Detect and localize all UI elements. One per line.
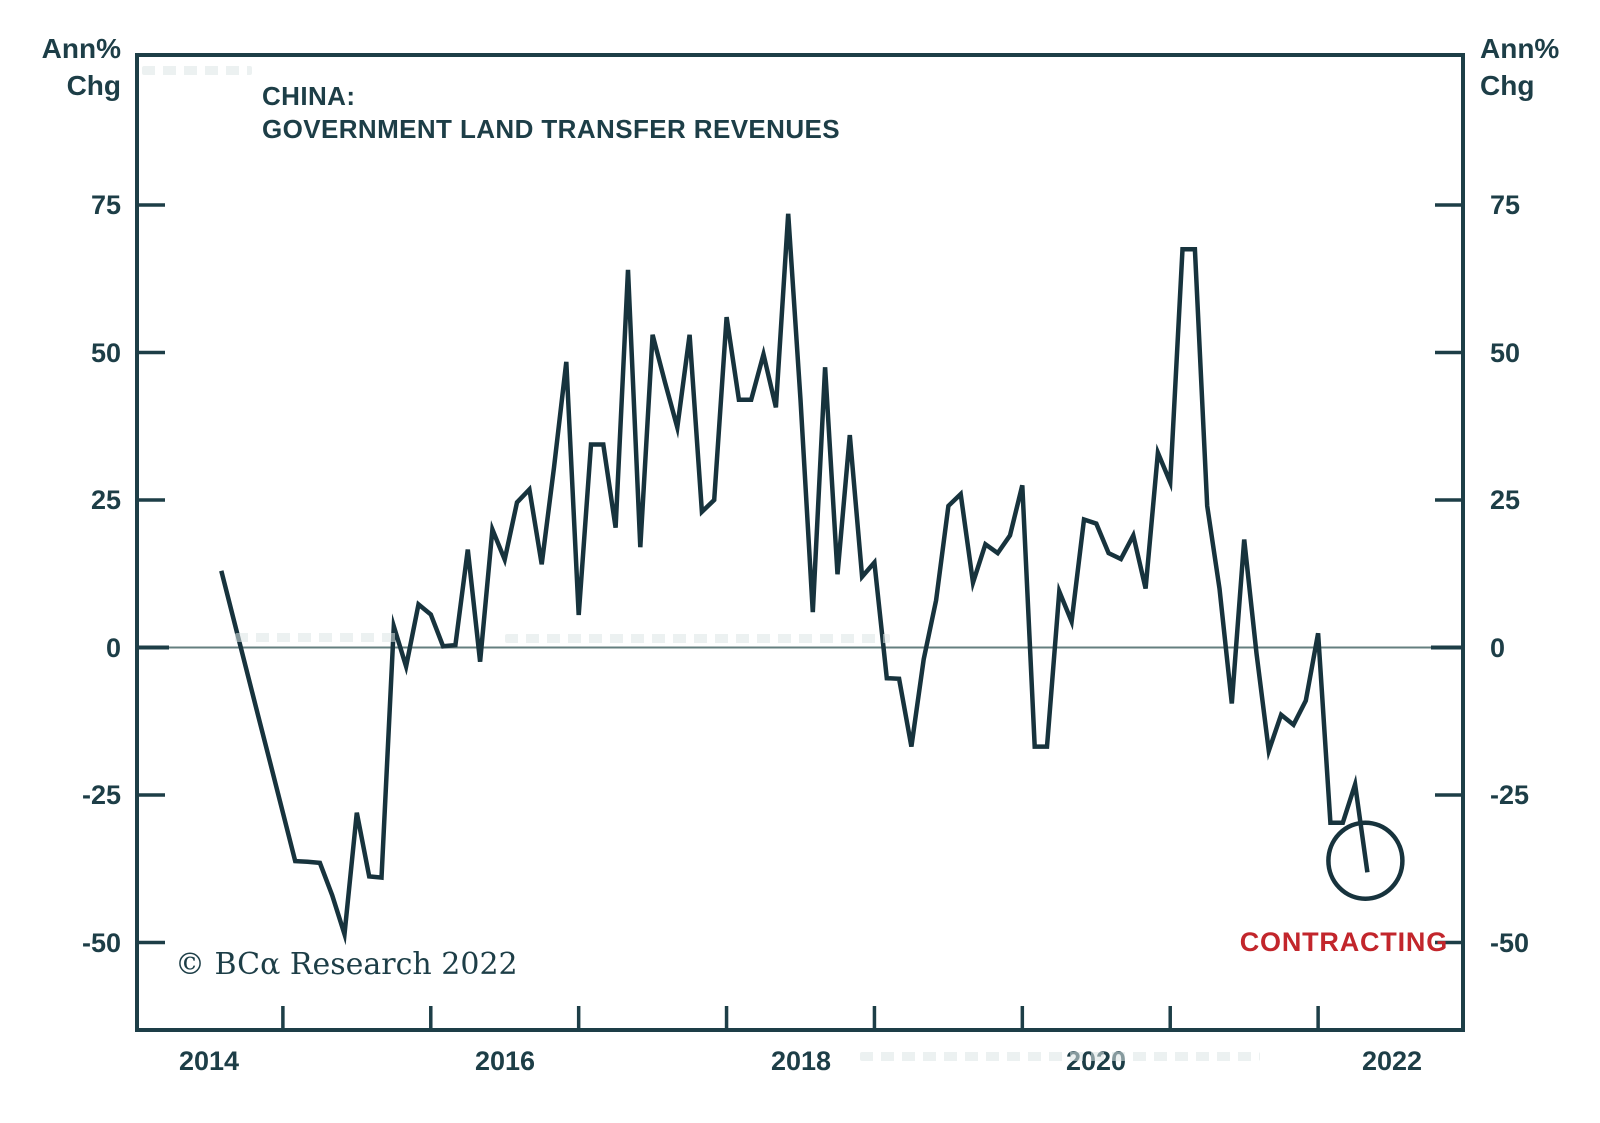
y-tick-label-left-50: 50: [90, 338, 121, 368]
faint-watermark: [505, 634, 890, 643]
y-tick-label-right--50: -50: [1490, 928, 1530, 958]
faint-watermark: [235, 633, 400, 642]
faint-watermark: [142, 66, 252, 75]
axis-ticks: [139, 203, 1461, 1028]
chart-title-line2: GOVERNMENT LAND TRANSFER REVENUES: [262, 114, 841, 144]
x-axis-label-2020: 2020: [1065, 1046, 1127, 1076]
y-tick-label-left-0: 0: [105, 633, 121, 663]
y-tick-label-left-75: 75: [90, 190, 121, 220]
chart-title: CHINA: GOVERNMENT LAND TRANSFER REVENUES: [262, 80, 840, 146]
y-tick-label-left-25: 25: [90, 485, 121, 515]
y-tick-label-right-75: 75: [1490, 190, 1521, 220]
x-axis-label-2018: 2018: [770, 1046, 832, 1076]
contracting-annotation: CONTRACTING: [1239, 927, 1448, 957]
y-tick-label-right-50: 50: [1490, 338, 1521, 368]
y-axis-unit-left: Ann% Chg: [0, 30, 121, 104]
y-tick-label-left--50: -50: [81, 928, 121, 958]
y-tick-label-right-25: 25: [1490, 485, 1521, 515]
chart-title-line1: CHINA:: [262, 81, 356, 111]
y-axis-unit-right-line2: Chg: [1480, 70, 1535, 101]
y-tick-label-left--25: -25: [81, 780, 121, 810]
faint-watermark: [860, 1052, 1260, 1061]
y-axis-unit-right: Ann% Chg: [1480, 30, 1559, 104]
y-tick-label-right-0: 0: [1490, 633, 1506, 663]
copyright-watermark: © BCα Research 2022: [175, 947, 518, 982]
x-axis-label-2022: 2022: [1361, 1046, 1423, 1076]
chart-frame: [135, 53, 1465, 1032]
x-axis-label-2016: 2016: [474, 1046, 536, 1076]
x-axis-label-2014: 2014: [178, 1046, 240, 1076]
y-axis-unit-left-line1: Ann%: [41, 33, 121, 64]
y-axis-unit-left-line2: Chg: [66, 70, 121, 101]
y-axis-unit-right-line1: Ann%: [1480, 33, 1560, 64]
data-line-series: [219, 213, 1370, 946]
y-tick-label-right--25: -25: [1490, 780, 1530, 810]
highlight-circle-annotation: [1326, 820, 1405, 901]
